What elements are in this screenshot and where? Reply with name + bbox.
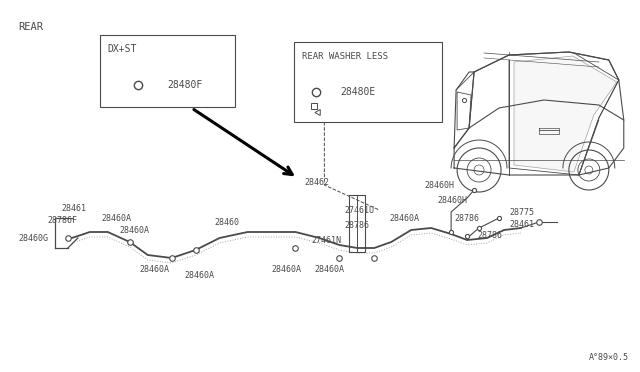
Text: 28786: 28786 xyxy=(477,231,502,240)
Text: 28786: 28786 xyxy=(454,214,479,222)
Polygon shape xyxy=(514,56,617,172)
Bar xyxy=(294,42,442,122)
Text: 27461N: 27461N xyxy=(312,235,341,244)
Text: 28460A: 28460A xyxy=(140,266,170,275)
Text: 27461U: 27461U xyxy=(344,205,374,215)
Text: 28480E: 28480E xyxy=(340,87,376,97)
Text: 28460A: 28460A xyxy=(120,225,150,234)
Text: 28460A: 28460A xyxy=(102,214,132,222)
Text: REAR: REAR xyxy=(18,22,43,32)
Text: REAR WASHER LESS: REAR WASHER LESS xyxy=(303,51,388,61)
Text: 28461: 28461 xyxy=(62,203,87,212)
Text: DX+ST: DX+ST xyxy=(108,44,137,54)
Text: 28460A: 28460A xyxy=(314,266,344,275)
Text: 28786F: 28786F xyxy=(48,215,78,224)
Text: 28461: 28461 xyxy=(509,219,534,228)
Text: 28775: 28775 xyxy=(509,208,534,217)
Text: 28460: 28460 xyxy=(214,218,239,227)
Text: A°89×0.5: A°89×0.5 xyxy=(589,353,629,362)
Text: 28460H: 28460H xyxy=(437,196,467,205)
Text: 28460A: 28460A xyxy=(389,214,419,222)
Polygon shape xyxy=(457,92,471,130)
Bar xyxy=(100,35,234,107)
Text: 28460A: 28460A xyxy=(271,266,301,275)
Text: 28460G: 28460G xyxy=(18,234,48,243)
Text: 28460A: 28460A xyxy=(184,270,214,279)
Text: 28786: 28786 xyxy=(344,221,369,230)
Text: 28480F: 28480F xyxy=(168,80,203,90)
Text: 28460H: 28460H xyxy=(424,180,454,189)
Text: 28462: 28462 xyxy=(305,177,330,186)
